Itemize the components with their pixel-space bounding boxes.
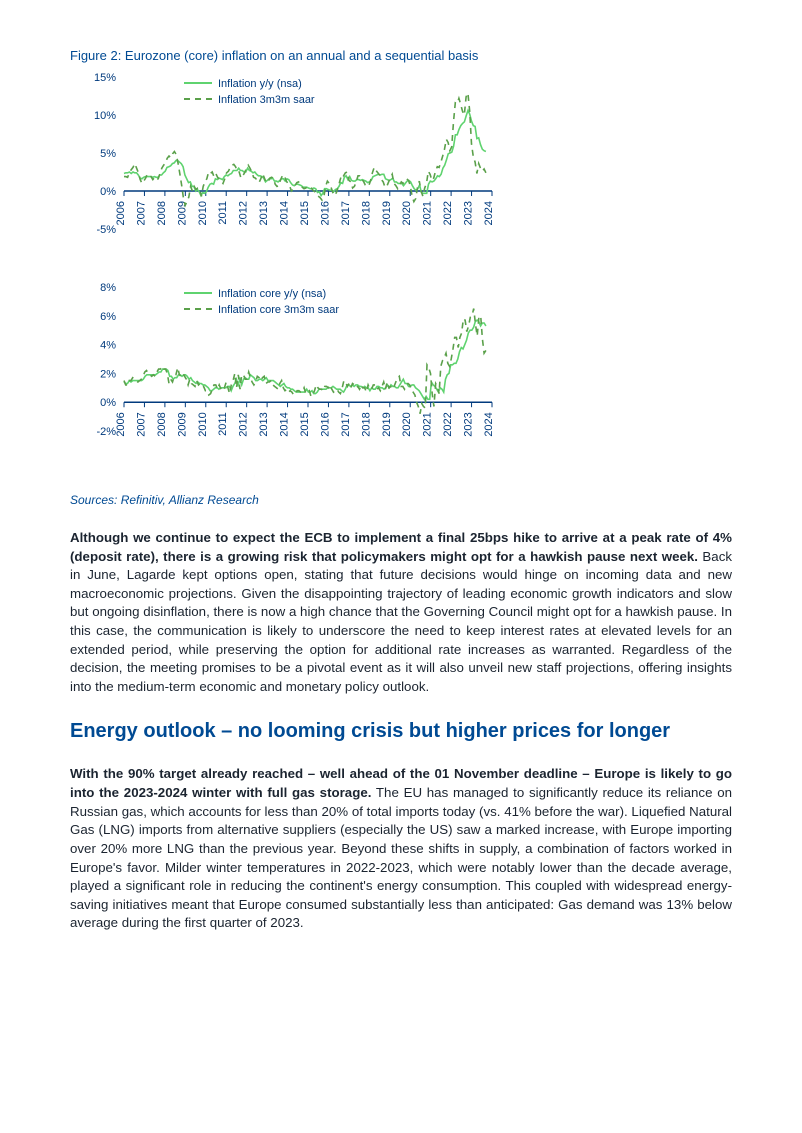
svg-text:2021: 2021 (422, 201, 434, 225)
svg-text:2021: 2021 (422, 412, 434, 436)
svg-text:2011: 2011 (217, 412, 229, 436)
svg-text:Inflation 3m3m saar: Inflation 3m3m saar (218, 94, 315, 106)
paragraph-ecb: Although we continue to expect the ECB t… (70, 529, 732, 696)
paragraph-ecb-rest: Back in June, Lagarde kept options open,… (70, 549, 732, 694)
svg-text:2015: 2015 (299, 201, 311, 225)
svg-text:2022: 2022 (442, 412, 454, 436)
svg-text:2009: 2009 (176, 412, 188, 436)
paragraph-energy: With the 90% target already reached – we… (70, 765, 732, 932)
svg-text:Inflation core y/y (nsa): Inflation core y/y (nsa) (218, 288, 326, 300)
svg-text:2009: 2009 (176, 201, 188, 225)
svg-text:2023: 2023 (463, 201, 475, 225)
svg-text:0%: 0% (100, 397, 116, 409)
svg-text:2024: 2024 (483, 412, 495, 436)
figure-2-title: Figure 2: Eurozone (core) inflation on a… (70, 48, 732, 63)
svg-text:2013: 2013 (258, 412, 270, 436)
svg-text:2010: 2010 (197, 201, 209, 225)
svg-text:2020: 2020 (401, 412, 413, 436)
svg-text:2006: 2006 (115, 412, 127, 436)
svg-text:2014: 2014 (279, 412, 291, 436)
svg-text:2012: 2012 (238, 201, 250, 225)
svg-text:2018: 2018 (360, 412, 372, 436)
svg-text:2024: 2024 (483, 201, 495, 225)
svg-text:2017: 2017 (340, 412, 352, 436)
svg-text:6%: 6% (100, 311, 116, 323)
svg-text:2016: 2016 (319, 412, 331, 436)
svg-text:2012: 2012 (238, 412, 250, 436)
page: Figure 2: Eurozone (core) inflation on a… (0, 0, 802, 1006)
figure-sources: Sources: Refinitiv, Allianz Research (70, 493, 732, 507)
svg-text:15%: 15% (94, 72, 116, 84)
svg-text:2019: 2019 (381, 201, 393, 225)
svg-text:2008: 2008 (156, 201, 168, 225)
svg-text:2017: 2017 (340, 201, 352, 225)
svg-text:8%: 8% (100, 282, 116, 294)
svg-text:2013: 2013 (258, 201, 270, 225)
svg-text:2%: 2% (100, 368, 116, 380)
svg-text:5%: 5% (100, 148, 116, 160)
svg-text:-2%: -2% (96, 426, 116, 438)
svg-text:2015: 2015 (299, 412, 311, 436)
svg-text:2018: 2018 (360, 201, 372, 225)
chart-top: -5% 0% 5% 10% 15% 2006 2007 2008 2009 2010 2011 201… (74, 69, 504, 274)
svg-text:2011: 2011 (217, 201, 229, 225)
svg-text:0%: 0% (100, 186, 116, 198)
svg-text:2023: 2023 (463, 412, 475, 436)
svg-text:2016: 2016 (319, 201, 331, 225)
svg-text:10%: 10% (94, 110, 116, 122)
svg-text:2020: 2020 (401, 201, 413, 225)
svg-text:-5%: -5% (96, 224, 116, 236)
svg-text:2007: 2007 (135, 412, 147, 436)
svg-text:2022: 2022 (442, 201, 454, 225)
svg-text:4%: 4% (100, 340, 116, 352)
svg-text:2006: 2006 (115, 201, 127, 225)
svg-text:2007: 2007 (135, 201, 147, 225)
paragraph-ecb-bold: Although we continue to expect the ECB t… (70, 530, 732, 564)
section-heading-energy: Energy outlook – no looming crisis but h… (70, 720, 732, 743)
svg-text:2019: 2019 (381, 412, 393, 436)
svg-text:2014: 2014 (279, 201, 291, 225)
chart-bottom: -2% 0% 2% 4% 6% 8% 2006 2007 2008 2009 2010 2011 201… (74, 279, 504, 474)
svg-text:2008: 2008 (156, 412, 168, 436)
svg-text:Inflation core 3m3m saar: Inflation core 3m3m saar (218, 304, 339, 316)
svg-text:Inflation y/y (nsa): Inflation y/y (nsa) (218, 78, 302, 90)
paragraph-energy-rest: The EU has managed to significantly redu… (70, 785, 732, 930)
svg-text:2010: 2010 (197, 412, 209, 436)
